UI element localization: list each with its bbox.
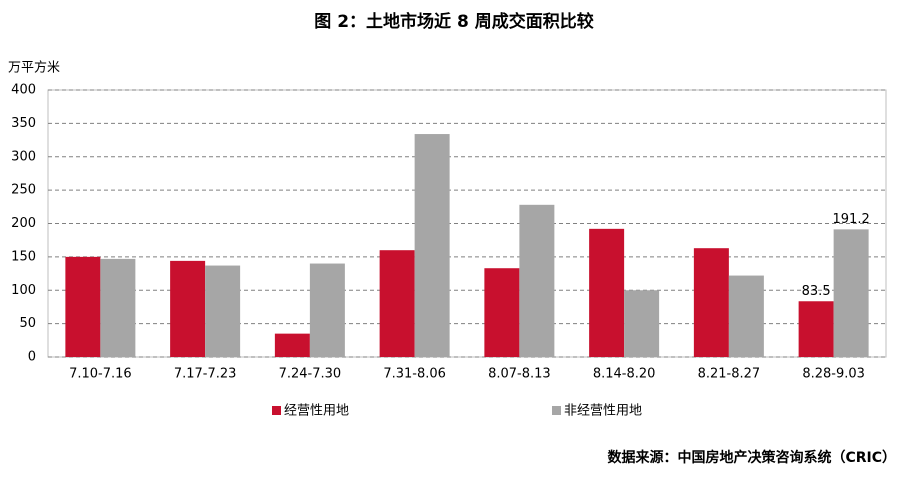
x-tick-label: 8.07-8.13 bbox=[488, 367, 551, 382]
y-tick-label: 350 bbox=[11, 116, 36, 131]
bar bbox=[728, 275, 764, 357]
x-tick-label: 8.21-8.27 bbox=[698, 367, 761, 382]
x-tick-label: 8.28-9.03 bbox=[802, 367, 865, 382]
bar bbox=[624, 290, 660, 357]
legend-label: 非经营性用地 bbox=[564, 404, 642, 419]
bar bbox=[589, 228, 625, 357]
y-tick-label: 250 bbox=[11, 183, 36, 198]
x-tick-label: 8.14-8.20 bbox=[593, 367, 656, 382]
y-tick-label: 150 bbox=[11, 249, 36, 264]
x-tick-label: 7.31-8.06 bbox=[383, 367, 446, 382]
x-tick-label: 7.24-7.30 bbox=[279, 367, 342, 382]
bar bbox=[693, 248, 729, 357]
bar bbox=[379, 250, 415, 357]
y-tick-label: 0 bbox=[28, 350, 36, 365]
y-tick-label: 100 bbox=[11, 283, 36, 298]
x-tick-label: 7.10-7.16 bbox=[69, 367, 132, 382]
bar bbox=[309, 263, 345, 357]
bar bbox=[484, 268, 520, 357]
bar bbox=[65, 256, 101, 357]
x-tick-label: 7.17-7.23 bbox=[174, 367, 237, 382]
data-label: 191.2 bbox=[833, 212, 870, 227]
bar bbox=[519, 204, 555, 357]
data-label: 83.5 bbox=[802, 284, 831, 299]
chart-title: 图 2：土地市场近 8 周成交面积比较 bbox=[314, 11, 593, 32]
y-tick-label: 300 bbox=[11, 149, 36, 164]
y-tick-label: 200 bbox=[11, 216, 36, 231]
bar bbox=[205, 265, 241, 357]
legend-swatch bbox=[552, 406, 561, 415]
bar bbox=[798, 301, 834, 357]
y-axis-label: 万平方米 bbox=[8, 60, 60, 76]
source-note: 数据来源：中国房地产决策咨询系统（CRIC） bbox=[607, 449, 896, 466]
bar bbox=[274, 333, 310, 357]
legend-swatch bbox=[272, 406, 281, 415]
legend-label: 经营性用地 bbox=[284, 404, 349, 419]
bar bbox=[414, 134, 450, 357]
y-tick-label: 400 bbox=[11, 83, 36, 98]
y-tick-label: 50 bbox=[19, 316, 36, 331]
bar bbox=[170, 260, 206, 357]
bar bbox=[100, 258, 136, 357]
bar bbox=[833, 229, 869, 357]
